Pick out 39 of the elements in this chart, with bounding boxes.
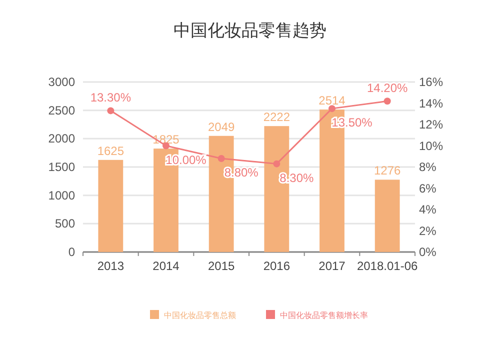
y-tick-label: 500 [54,216,76,231]
bar [98,160,124,252]
y2-tick-label: 6% [419,181,437,196]
data-label: 13.30% [90,90,132,105]
data-label: 2049 [208,120,236,134]
y-tick-label: 1000 [48,188,76,202]
point [384,98,391,105]
x-tick-label: 2017 [318,259,346,273]
y2-tick-label: 16% [419,75,444,89]
y2-tick-label: 10% [419,138,444,153]
point [328,105,336,112]
legend-label: 中国化妆品零售总额 [164,311,236,320]
y-tick-label: 2500 [48,103,76,118]
x-tick-label: 2016 [263,259,290,273]
data-label: 2514 [318,94,346,108]
y2-tick-label: 14% [419,96,444,110]
y-tick-label: 1500 [48,160,76,174]
y2-tick-label: 4% [419,202,437,216]
data-label: 14.20% [366,81,408,96]
y2-tick-label: 12% [419,118,444,132]
chart-title: 中国化妆品零售趋势 [174,21,326,40]
y-tick-label: 3000 [48,75,76,89]
legend-label: 中国化妆品零售额增长率 [280,311,368,320]
y2-tick-label: 0% [419,245,437,259]
x-tick-label: 2014 [152,259,180,273]
data-label: 1625 [97,144,124,158]
y-tick-label: 2000 [48,132,76,146]
point [218,155,225,162]
y2-tick-label: 8% [419,160,437,174]
bar [374,180,400,252]
y2-tick-label: 2% [419,224,437,238]
x-tick-label: 2015 [208,259,236,273]
x-tick-label: 2018.01-06 [356,259,418,273]
x-tick-label: 2013 [97,259,124,273]
point [273,160,280,168]
point [107,107,114,114]
data-label: 2222 [263,110,290,124]
data-label: 1276 [374,164,402,178]
y-tick-label: 0 [68,245,76,259]
